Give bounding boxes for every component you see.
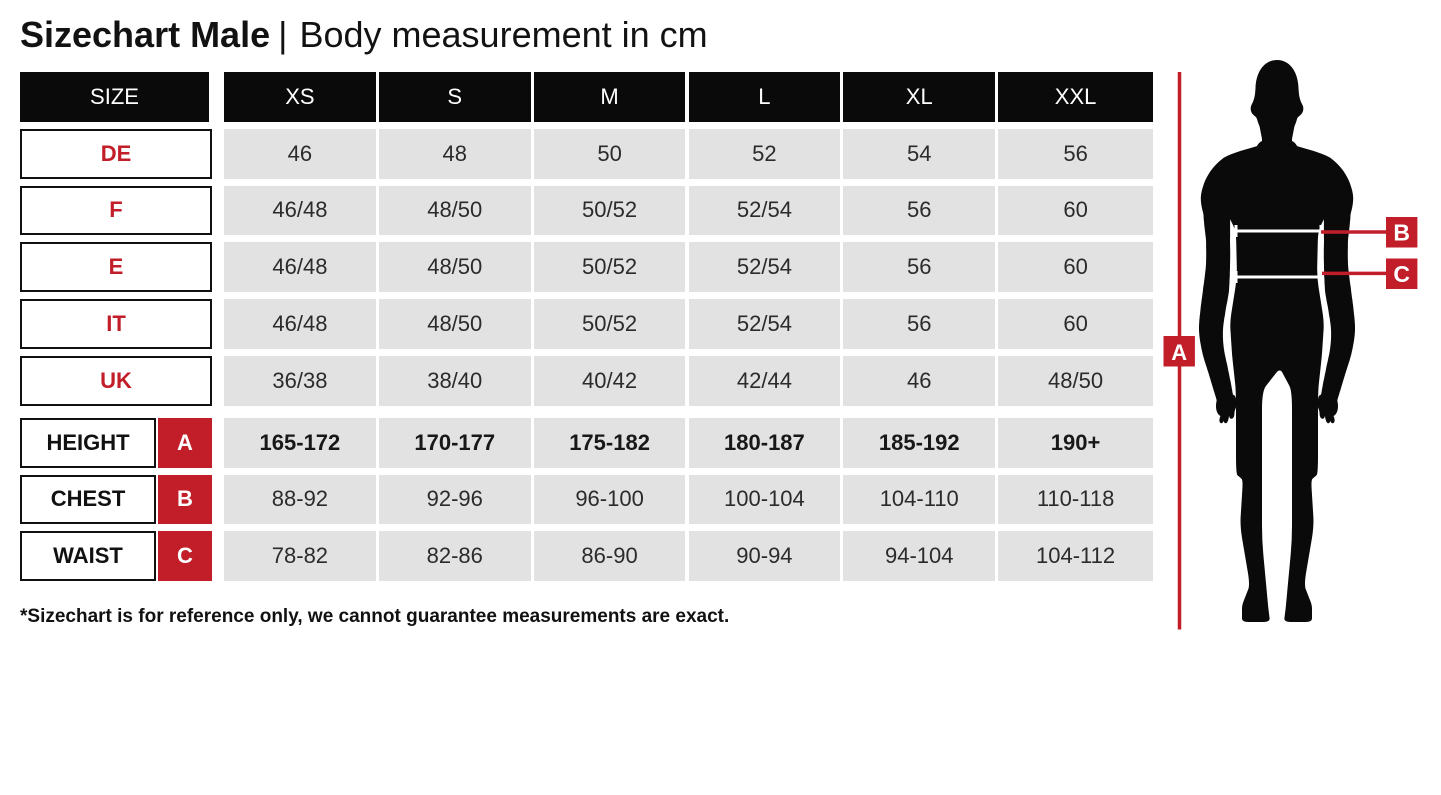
svg-text:C: C bbox=[1393, 261, 1410, 287]
svg-text:B: B bbox=[1393, 220, 1410, 246]
svg-text:A: A bbox=[1171, 340, 1187, 365]
